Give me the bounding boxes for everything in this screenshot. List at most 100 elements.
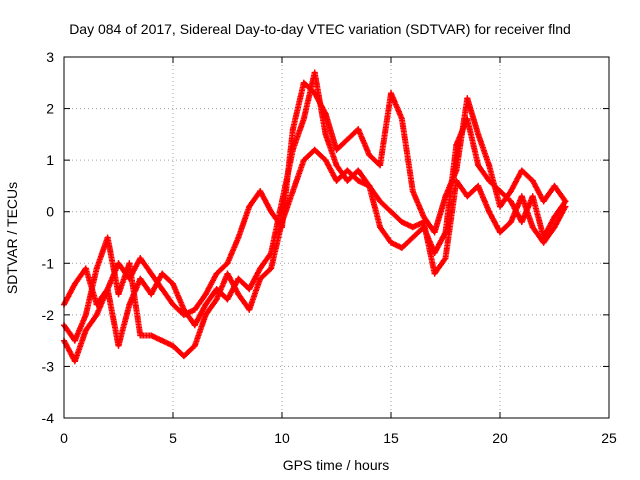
chart-title: Day 084 of 2017, Sidereal Day-to-day VTE… (69, 21, 571, 37)
data-point (224, 260, 231, 267)
data-point (551, 213, 558, 220)
data-point (104, 286, 111, 293)
data-point (409, 224, 416, 231)
data-point (464, 115, 471, 122)
data-point (366, 182, 373, 189)
data-point (246, 203, 253, 210)
data-point (420, 219, 427, 226)
data-point (322, 131, 329, 138)
data-point (551, 224, 558, 231)
data-point (191, 342, 198, 349)
data-point (191, 306, 198, 313)
data-point (213, 270, 220, 277)
y-tick-label: -2 (42, 307, 55, 323)
data-point (377, 224, 384, 231)
data-point (257, 265, 264, 272)
data-point (464, 95, 471, 102)
data-point (333, 146, 340, 153)
data-point (137, 255, 144, 262)
y-tick-label: -4 (42, 410, 55, 426)
data-point (420, 213, 427, 220)
data-point (257, 275, 264, 282)
data-point (257, 188, 264, 195)
data-point (289, 146, 296, 153)
data-point (409, 234, 416, 241)
data-point (388, 208, 394, 215)
data-point (202, 301, 209, 308)
data-point (82, 327, 89, 334)
data-point (213, 296, 220, 303)
data-point (431, 270, 438, 277)
data-point (202, 291, 209, 298)
data-point (235, 234, 242, 241)
data-point (388, 239, 394, 246)
data-point (126, 260, 133, 267)
data-point (562, 203, 569, 210)
data-point (71, 280, 78, 287)
data-point (170, 342, 176, 349)
data-point (562, 198, 569, 205)
data-point (518, 167, 525, 174)
data-point (311, 146, 318, 153)
data-point (268, 208, 275, 215)
data-point (279, 198, 285, 205)
x-tick-label: 5 (169, 430, 177, 446)
data-point (289, 126, 296, 133)
data-point (191, 322, 198, 329)
plot-frame (63, 56, 610, 419)
data-point (377, 198, 384, 205)
data-point (115, 260, 122, 267)
x-tick-label: 25 (601, 430, 617, 446)
data-point (529, 224, 536, 231)
data-point (300, 79, 307, 86)
data-point (137, 332, 144, 339)
y-tick-label: 3 (46, 49, 54, 65)
data-point (311, 69, 318, 76)
x-tick-label: 20 (492, 430, 508, 446)
data-point (235, 291, 242, 298)
data-point (333, 162, 340, 169)
data-point (93, 311, 100, 318)
grid-lines (64, 57, 609, 418)
data-point (235, 275, 242, 282)
data-point (507, 198, 514, 205)
data-point (431, 229, 438, 236)
data-point (398, 244, 405, 251)
data-point (159, 337, 166, 344)
data-point (268, 265, 275, 272)
data-point (518, 219, 525, 226)
data-point (355, 167, 362, 174)
data-point (486, 162, 493, 169)
data-point (551, 182, 558, 189)
data-point (148, 332, 155, 339)
data-point (115, 291, 122, 298)
data-point (355, 126, 362, 133)
data-point (475, 162, 482, 169)
data-point (279, 219, 285, 226)
data-point (300, 157, 307, 164)
data-point (453, 177, 460, 184)
data-point (507, 219, 514, 226)
data-point (93, 265, 100, 272)
data-point (246, 306, 253, 313)
data-point (159, 286, 166, 293)
data-point (170, 280, 176, 287)
data-point (475, 131, 482, 138)
data-point (486, 177, 493, 184)
data-point (71, 358, 78, 365)
data-point (398, 219, 405, 226)
data-point (529, 177, 536, 184)
tick-labels: 0 5 10 15 20 25 -4 -3 -2 -1 0 1 2 3 (42, 49, 617, 446)
data-point (148, 291, 155, 298)
y-tick-label: 2 (46, 101, 54, 117)
data-point (126, 301, 133, 308)
data-point (344, 136, 351, 143)
axis-ticks (63, 56, 610, 419)
data-point (137, 275, 144, 282)
data-point (529, 193, 536, 200)
data-point (246, 286, 253, 293)
y-tick-label: -1 (42, 255, 55, 271)
data-point (180, 306, 187, 313)
data-point (409, 188, 416, 195)
data-point (170, 301, 176, 308)
